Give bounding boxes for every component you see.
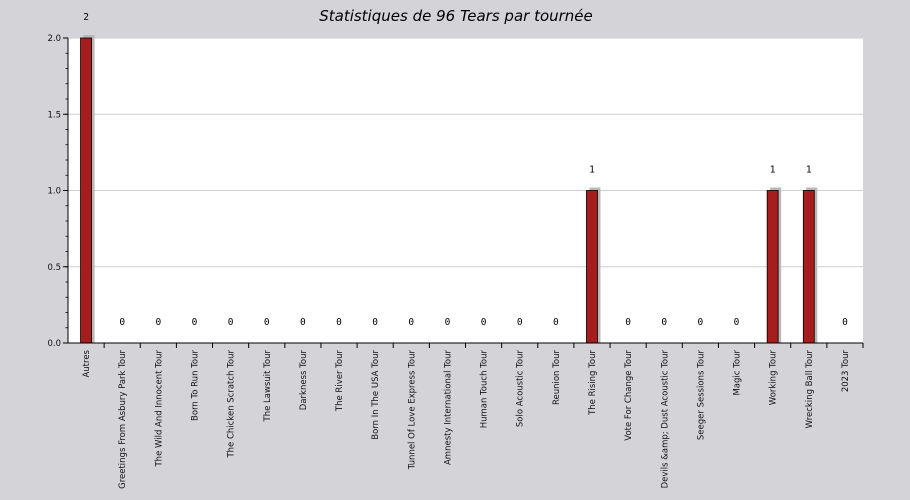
data-label: 0 (336, 317, 342, 328)
category-label: Darkness Tour (299, 350, 309, 411)
bar (802, 190, 815, 344)
data-label: 0 (445, 317, 451, 328)
data-label: 1 (770, 165, 776, 176)
category-label: Wrecking Ball Tour (805, 350, 815, 429)
axes (63, 37, 864, 348)
category-label: The River Tour (335, 350, 345, 413)
category-label: Amnesty International Tour (443, 350, 453, 465)
y-tick-label: 1.0 (47, 187, 61, 197)
y-tick-label: 0.0 (47, 339, 61, 349)
data-label: 0 (661, 317, 667, 328)
category-label: Born In The USA Tour (371, 350, 381, 440)
data-label: 0 (553, 317, 559, 328)
data-label: 0 (625, 317, 631, 328)
chart-title: Statistiques de 96 Tears par tournée (319, 7, 593, 25)
category-label: Vote For Change Tour (624, 350, 634, 441)
category-label: Reunion Tour (552, 350, 562, 406)
labels: 0.0 0.5 1.0 1.5 2.0 2 Autres 0 Greetings From As… (47, 12, 850, 489)
data-label: 1 (806, 165, 812, 176)
category-label: The Rising Tour (588, 350, 598, 416)
grid-lines (68, 37, 863, 268)
data-label: 0 (119, 317, 125, 328)
category-label: 2023 Tour (841, 350, 851, 393)
y-tick-label: 1.5 (47, 110, 61, 120)
bar (80, 37, 92, 344)
data-label: 0 (842, 317, 848, 328)
category-label: Human Touch Tour (480, 350, 490, 429)
data-label: 0 (481, 317, 487, 328)
bars (80, 35, 818, 344)
data-label: 0 (192, 317, 198, 328)
y-tick-label: 0.5 (47, 263, 61, 273)
data-label: 0 (300, 317, 306, 328)
category-label: Working Tour (769, 349, 779, 405)
category-label: Seeger Sessions Tour (696, 350, 706, 441)
category-label: Devils &amp; Dust Acoustic Tour (660, 349, 670, 488)
category-label: Solo Acoustic Tour (516, 350, 526, 428)
data-label: 2 (83, 12, 89, 23)
y-tick-label: 2.0 (47, 34, 61, 44)
data-label: 0 (264, 317, 270, 328)
category-label: Tunnel Of Love Express Tour (407, 350, 417, 471)
bar (766, 190, 779, 344)
data-label: 0 (228, 317, 234, 328)
data-label: 0 (698, 317, 704, 328)
category-label: Autres (82, 349, 92, 377)
data-label: 0 (408, 317, 414, 328)
category-label: Greetings From Asbury Park Tour (118, 350, 128, 489)
category-label: Born To Run Tour (190, 350, 200, 421)
category-label: Magic Tour (733, 350, 743, 396)
category-label: The Wild And Innocent Tour (154, 350, 164, 468)
data-label: 1 (589, 165, 595, 176)
data-label: 0 (734, 317, 740, 328)
data-label: 0 (517, 317, 523, 328)
data-label: 0 (372, 317, 378, 328)
category-label: The Lawsuit Tour (263, 349, 273, 422)
data-label: 0 (155, 317, 161, 328)
category-label: The Chicken Scratch Tour (227, 350, 237, 459)
bar (586, 190, 598, 344)
